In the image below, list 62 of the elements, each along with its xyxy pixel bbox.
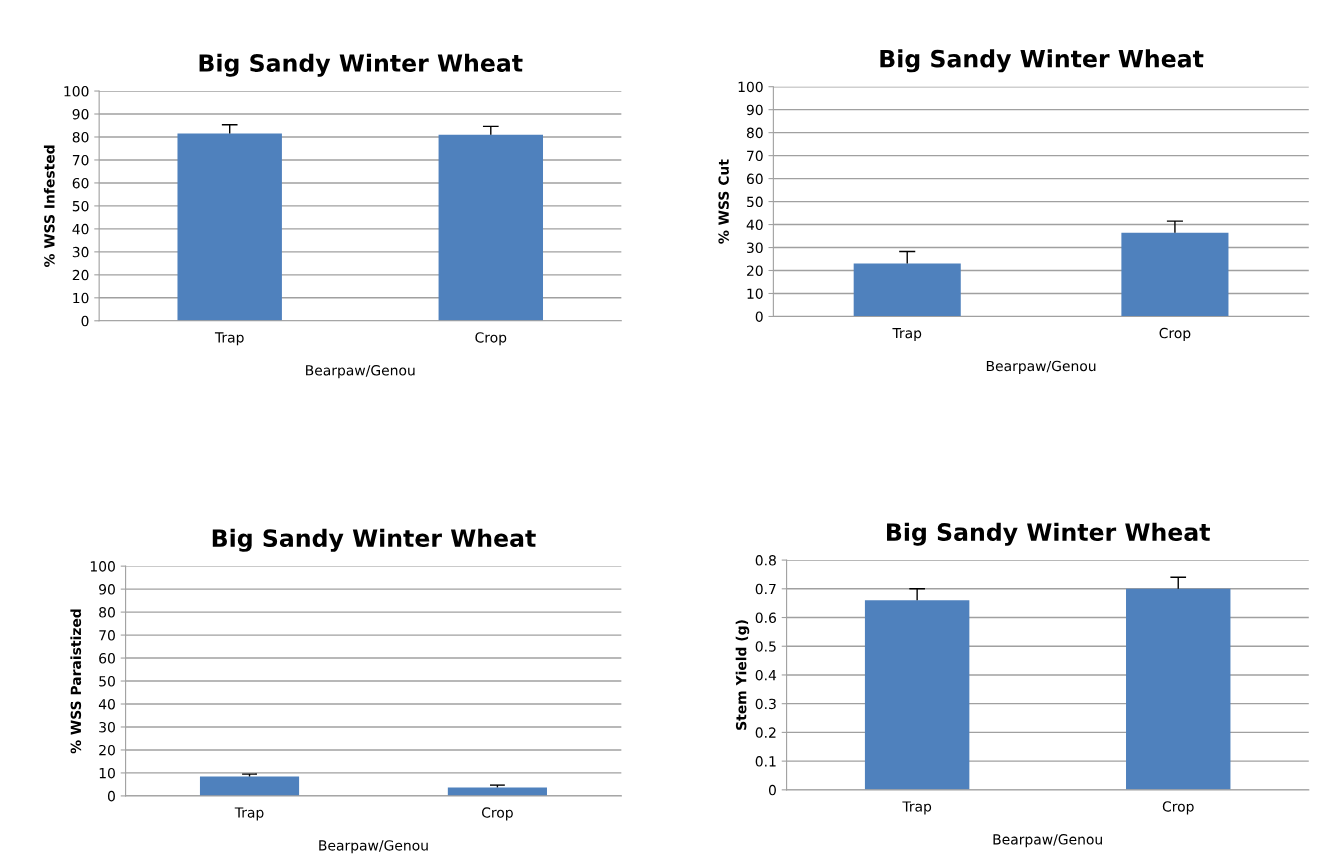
y-tick-label: 30 — [72, 246, 89, 258]
x-tick-label: Crop — [1162, 801, 1194, 815]
y-tick-label: 0.3 — [755, 698, 776, 710]
x-tick-label: Trap — [214, 332, 244, 346]
y-tick-label: 30 — [747, 242, 763, 253]
x-tick-label: Trap — [902, 801, 932, 815]
y-tick-label: 80 — [72, 131, 89, 143]
y-tick-label: 10 — [747, 288, 763, 299]
y-tick-label: 60 — [99, 653, 115, 664]
y-tick-label: 0.2 — [755, 727, 776, 738]
y-axis-title: % WSS Infested — [43, 145, 55, 267]
y-tick-label: 70 — [99, 630, 115, 641]
y-tick-label: 0.5 — [755, 641, 776, 652]
y-tick-label: 10 — [73, 292, 89, 304]
y-tick-label: 60 — [72, 177, 89, 189]
chart-title: Big Sandy Winter Wheat — [212, 528, 536, 552]
y-tick-label: 0.4 — [755, 669, 777, 681]
y-tick-label: 50 — [72, 200, 89, 212]
x-tick-label: Trap — [234, 807, 264, 821]
y-tick-label: 50 — [99, 676, 115, 687]
y-tick-label: 60 — [746, 173, 763, 185]
x-axis-title: Bearpaw/Genou — [986, 360, 1096, 374]
y-tick-label: 90 — [746, 104, 763, 116]
y-tick-label: 70 — [72, 154, 89, 166]
y-tick-label: 10 — [99, 767, 115, 779]
y-tick-label: 50 — [747, 196, 763, 208]
y-tick-label: 30 — [99, 721, 115, 733]
chart-title: Big Sandy Winter Wheat — [880, 49, 1204, 73]
x-axis-title: Bearpaw/Genou — [993, 834, 1102, 848]
chart-title: Big Sandy Winter Wheat — [887, 522, 1210, 546]
y-tick-label: 100 — [738, 81, 763, 93]
y-axis-title: % WSS Cut — [718, 159, 729, 244]
y-tick-label: 0 — [768, 784, 776, 796]
y-tick-label: 0 — [81, 315, 89, 327]
x-tick-label: Crop — [481, 807, 513, 821]
y-tick-label: 0.6 — [755, 612, 776, 623]
y-tick-label: 20 — [746, 265, 763, 276]
y-tick-label: 90 — [99, 584, 115, 595]
y-tick-label: 100 — [90, 561, 115, 572]
x-tick-label: Crop — [475, 332, 507, 346]
x-tick-label: Crop — [1159, 327, 1191, 342]
y-tick-label: 20 — [72, 269, 89, 281]
y-tick-label: 20 — [99, 744, 115, 756]
y-tick-label: 90 — [72, 108, 89, 120]
y-tick-label: 40 — [746, 219, 763, 231]
y-axis-title: Stem Yield (g) — [735, 620, 750, 730]
y-tick-label: 0 — [107, 790, 115, 802]
y-tick-label: 80 — [99, 607, 115, 618]
y-tick-label: 0 — [755, 311, 763, 322]
x-axis-title: Bearpaw/Genou — [306, 365, 415, 379]
y-tick-label: 40 — [72, 223, 89, 235]
y-tick-label: 70 — [747, 150, 763, 162]
y-tick-label: 0.1 — [755, 756, 776, 767]
y-tick-label: 40 — [98, 698, 115, 710]
x-axis-title: Bearpaw/Genou — [319, 840, 428, 854]
y-tick-label: 0.7 — [755, 583, 776, 595]
chart-title: Big Sandy Winter Wheat — [199, 53, 523, 77]
x-tick-label: Trap — [892, 327, 922, 342]
y-tick-label: 80 — [746, 127, 763, 139]
y-tick-label: 0.8 — [755, 555, 776, 566]
y-axis-title: % WSS Paraistized — [70, 609, 82, 754]
y-tick-label: 100 — [64, 86, 89, 97]
